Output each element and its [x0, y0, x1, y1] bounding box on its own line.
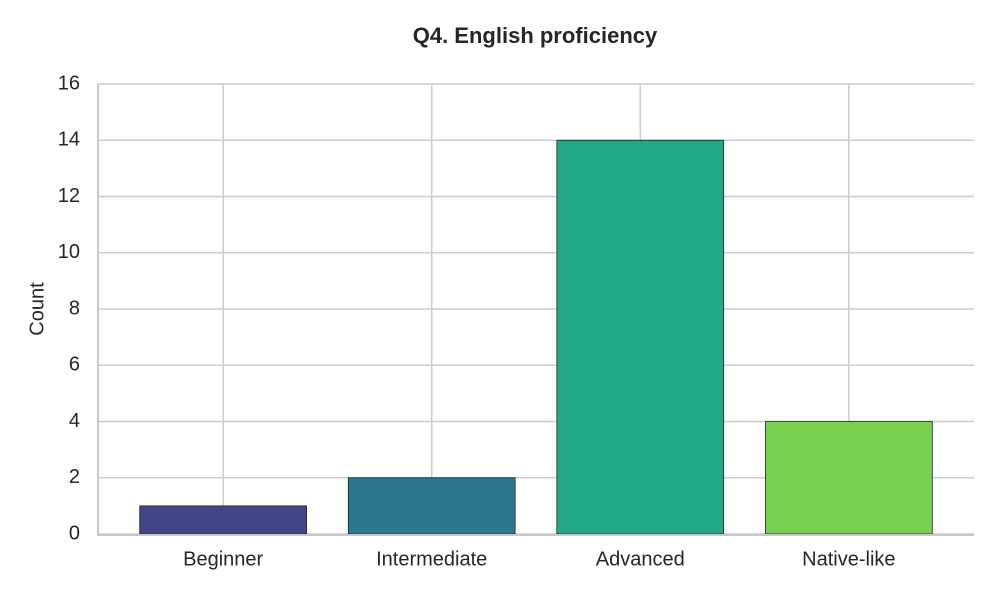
y-tick-label: 14 — [58, 129, 80, 151]
y-tick-label: 10 — [58, 241, 80, 263]
y-tick-label: 2 — [69, 466, 80, 488]
y-tick-label: 6 — [69, 354, 80, 376]
bar — [765, 421, 933, 535]
chart-title: Q4. English proficiency — [413, 23, 658, 48]
x-tick-label: Beginner — [183, 548, 263, 570]
y-tick-label: 12 — [58, 185, 80, 207]
x-tick-label: Advanced — [596, 548, 685, 570]
y-tick-label: 0 — [69, 522, 80, 544]
y-tick-label: 4 — [69, 410, 80, 432]
bars — [139, 139, 933, 535]
y-tick-label: 8 — [69, 297, 80, 319]
x-tick-label: Intermediate — [376, 548, 487, 570]
y-axis-label: Count — [26, 282, 48, 336]
x-tick-label: Native-like — [802, 548, 895, 570]
y-tick-label: 16 — [58, 72, 80, 94]
bar — [556, 139, 725, 535]
bar — [347, 477, 516, 535]
bar — [139, 505, 307, 535]
